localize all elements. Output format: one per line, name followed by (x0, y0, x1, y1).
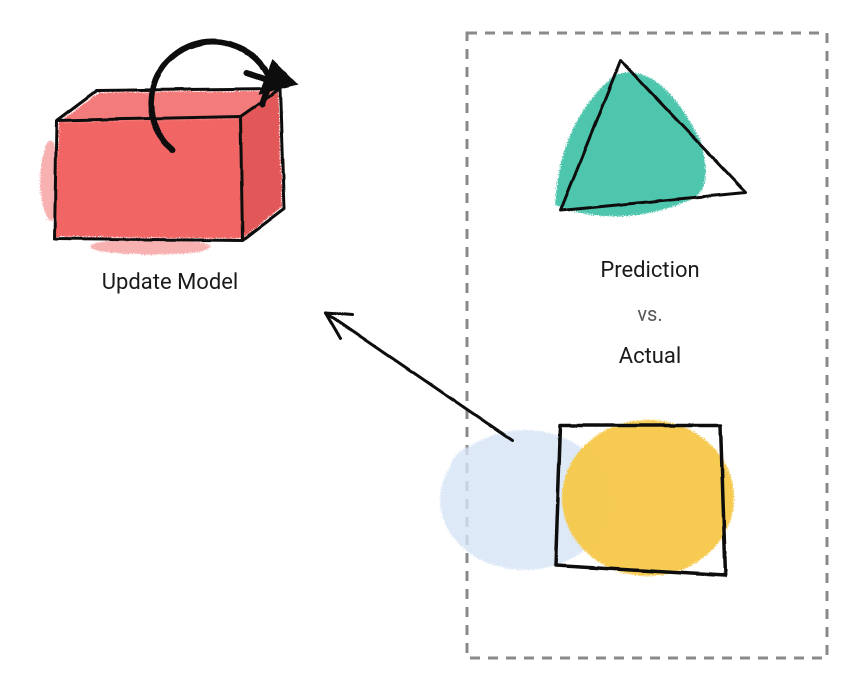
square-shape (555, 420, 734, 576)
triangle-shape (555, 60, 745, 216)
diagram-svg (0, 0, 850, 683)
vs-label: vs. (550, 302, 750, 326)
diagram-canvas: Update Model Prediction vs. Actual (0, 0, 850, 683)
cube-shape (40, 88, 284, 254)
actual-label: Actual (550, 344, 750, 369)
prediction-label: Prediction (550, 258, 750, 283)
update-model-label: Update Model (60, 270, 280, 295)
flow-arrow-icon (325, 312, 512, 440)
